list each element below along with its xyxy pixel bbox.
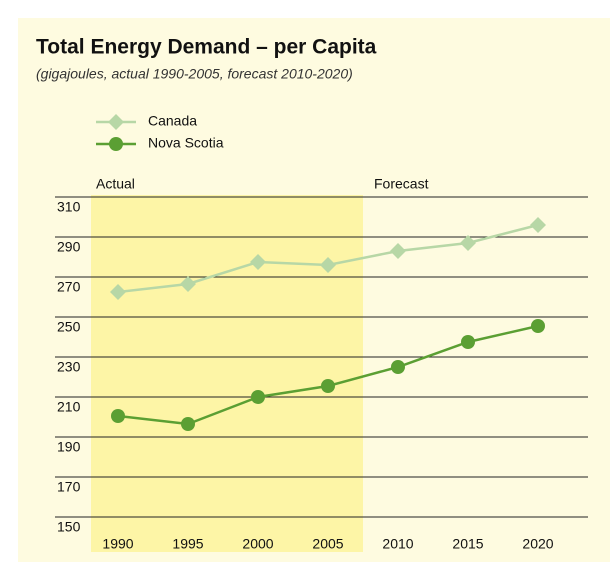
point (530, 217, 546, 233)
point (250, 254, 266, 270)
legend-label: Canada (148, 113, 197, 129)
point (321, 379, 335, 393)
point (110, 284, 126, 300)
point (111, 409, 125, 423)
point (460, 235, 476, 251)
y-tick-label: 210 (57, 399, 81, 415)
x-tick-label: 2020 (522, 536, 553, 552)
point (180, 276, 196, 292)
y-tick-label: 250 (57, 319, 81, 335)
point (390, 243, 406, 259)
annotation: Forecast (374, 176, 429, 192)
y-tick-label: 270 (57, 279, 81, 295)
x-tick-label: 1990 (102, 536, 133, 552)
x-tick-label: 2005 (312, 536, 343, 552)
chart-subtitle: (gigajoules, actual 1990-2005, forecast … (36, 66, 353, 82)
legend-marker (109, 137, 123, 151)
point (461, 335, 475, 349)
point (391, 360, 405, 374)
x-tick-label: 2000 (242, 536, 273, 552)
y-tick-label: 150 (57, 519, 81, 535)
y-tick-label: 230 (57, 359, 81, 375)
x-tick-label: 1995 (172, 536, 203, 552)
annotation: Actual (96, 176, 135, 192)
point (531, 319, 545, 333)
x-tick-label: 2015 (452, 536, 483, 552)
point (251, 390, 265, 404)
legend-marker (108, 114, 124, 130)
y-tick-label: 170 (57, 479, 81, 495)
actual-shade (91, 195, 363, 552)
point (181, 417, 195, 431)
x-tick-label: 2010 (382, 536, 413, 552)
legend-label: Nova Scotia (148, 135, 224, 151)
y-tick-label: 310 (57, 199, 81, 215)
point (320, 257, 336, 273)
y-tick-label: 190 (57, 439, 81, 455)
y-tick-label: 290 (57, 239, 81, 255)
chart-title: Total Energy Demand – per Capita (36, 36, 377, 59)
